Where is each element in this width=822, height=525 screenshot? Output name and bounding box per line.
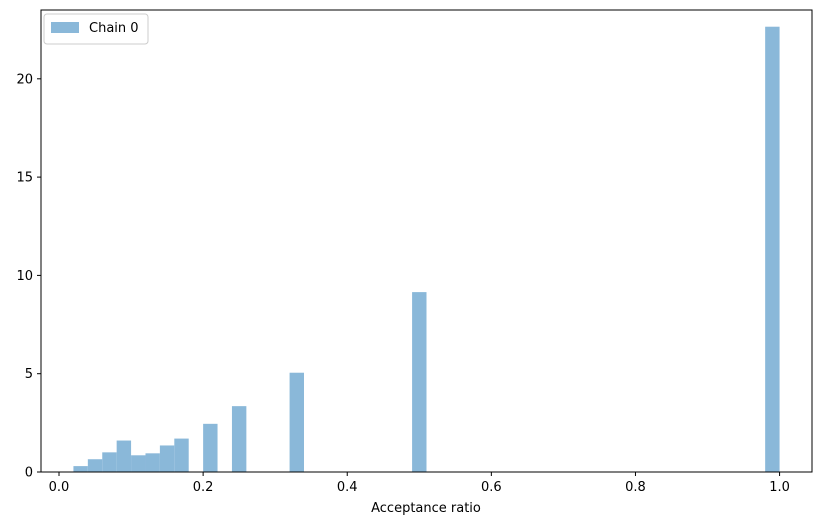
- histogram-bar-8: [203, 423, 218, 472]
- plot-frame: [40, 9, 813, 473]
- histogram-bar-7: [174, 438, 189, 472]
- legend-swatch: [51, 22, 79, 33]
- x-tick-label: 0.8: [625, 480, 646, 495]
- legend: Chain 0: [43, 13, 149, 45]
- histogram-bar-1: [87, 459, 103, 472]
- x-tick-label: 0.0: [49, 480, 70, 495]
- histogram-bar-9: [231, 406, 247, 472]
- x-tick-label: 0.4: [337, 480, 358, 495]
- histogram-bar-2: [102, 452, 117, 472]
- legend-box: [43, 13, 149, 45]
- x-tick-label: 1.0: [769, 480, 790, 495]
- y-tick-label: 20: [16, 72, 33, 87]
- histogram-bar-4: [131, 455, 146, 472]
- histogram-bar-0: [73, 466, 88, 472]
- x-axis: 0.0 0.2 0.4 0.6 0.8 1.0: [49, 472, 790, 495]
- histogram-bar-11: [412, 292, 427, 472]
- y-tick-label: 10: [16, 269, 33, 284]
- legend-label-chain-0: Chain 0: [89, 21, 139, 36]
- y-tick-label: 5: [25, 367, 33, 382]
- y-axis: 0 5 10 15 20: [16, 72, 41, 481]
- bars-group: [73, 26, 780, 473]
- histogram-bar-10: [289, 372, 304, 472]
- histogram-bar-5: [145, 453, 160, 472]
- histogram-bar-6: [159, 445, 175, 472]
- histogram-bar-3: [116, 440, 132, 472]
- y-tick-label: 15: [16, 171, 33, 186]
- x-tick-label: 0.6: [481, 480, 502, 495]
- y-tick-label: 0: [25, 466, 33, 481]
- histogram-bar-12: [765, 26, 780, 473]
- x-tick-label: 0.2: [193, 480, 214, 495]
- x-axis-label: Acceptance ratio: [371, 501, 481, 516]
